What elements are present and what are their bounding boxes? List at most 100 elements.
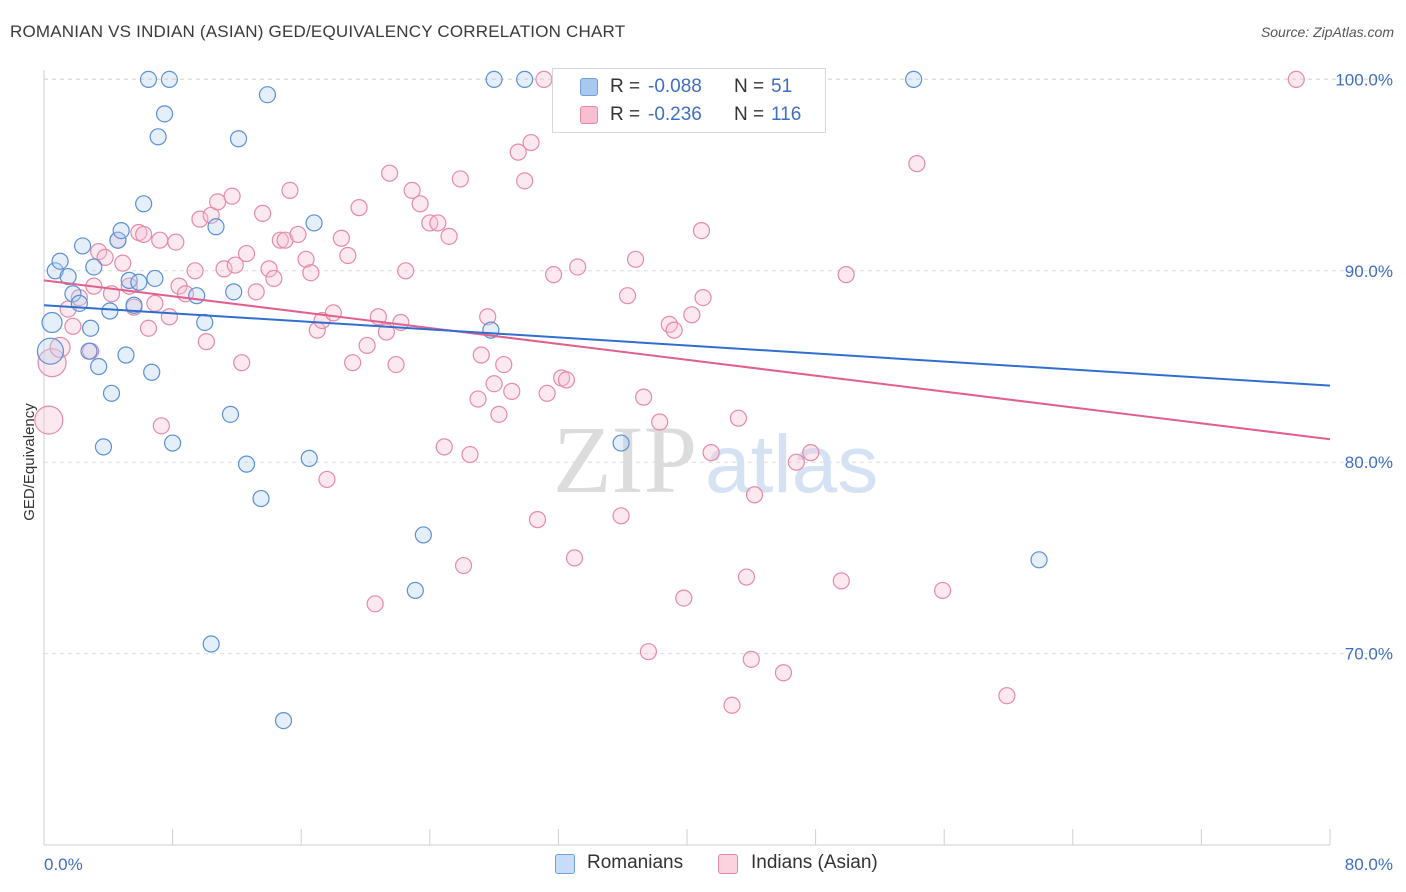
indians-point xyxy=(90,243,108,261)
romanians-point xyxy=(101,302,119,320)
indians-point xyxy=(332,229,350,247)
romanians-point xyxy=(160,70,178,89)
indians-point xyxy=(538,384,556,402)
indians-point xyxy=(832,572,850,590)
y-axis-title: GED/Equivalency xyxy=(21,403,38,521)
legend-row-romanians: R = -0.088 N = 51 xyxy=(553,73,825,101)
indians-point xyxy=(226,256,244,274)
romanians-point xyxy=(905,70,923,89)
indians-point xyxy=(802,444,820,462)
indians-point xyxy=(34,405,64,435)
indians-point xyxy=(281,181,299,200)
indians-point xyxy=(209,193,227,211)
romanians-point xyxy=(64,285,82,303)
indians-point xyxy=(522,133,540,152)
romanians-point xyxy=(109,231,127,249)
indians-point xyxy=(702,444,720,462)
romanians-point xyxy=(196,313,214,332)
source-label: Source: ZipAtlas.com xyxy=(1260,24,1394,40)
indians-point xyxy=(64,317,82,335)
indians-point xyxy=(557,371,576,389)
indians-point xyxy=(167,233,185,251)
romanians-point xyxy=(59,267,77,286)
indians-point xyxy=(694,288,712,307)
indians-point xyxy=(381,164,399,182)
indians-point xyxy=(569,258,587,276)
romanians-point xyxy=(225,283,243,301)
x-tick-label: 80.0% xyxy=(1345,855,1393,874)
indians-point xyxy=(461,445,479,464)
indians-point xyxy=(429,214,447,232)
indians-point xyxy=(665,321,683,339)
romanians-point xyxy=(207,218,225,236)
legend-r-value: -0.236 xyxy=(648,104,702,125)
indians-point xyxy=(469,390,487,408)
indians-point xyxy=(490,405,508,423)
indians-point xyxy=(626,250,645,268)
indians-point xyxy=(618,287,637,305)
indians-point xyxy=(411,195,429,213)
indians-point xyxy=(692,222,711,240)
indians-point xyxy=(729,409,748,427)
romanians-point xyxy=(305,214,323,232)
romanians-point xyxy=(414,526,432,544)
romanians-point xyxy=(125,296,143,314)
watermark: ZIP atlas xyxy=(553,406,878,513)
romanians-point xyxy=(70,294,88,312)
indians-point xyxy=(723,696,741,714)
indians-point xyxy=(774,664,793,682)
indians-point xyxy=(528,511,547,529)
indians-point xyxy=(37,348,67,378)
romanians-point xyxy=(90,357,108,376)
indians-point xyxy=(114,254,132,272)
indians-point xyxy=(151,231,169,249)
indians-point xyxy=(683,306,701,324)
romanians-point xyxy=(155,105,174,123)
indians-point xyxy=(440,227,458,245)
indians-point xyxy=(451,170,469,188)
indians-point xyxy=(495,355,513,374)
romanians-point xyxy=(80,342,98,360)
indians-point xyxy=(358,336,376,355)
indians-point xyxy=(160,308,178,326)
legend-r-label: R = xyxy=(610,76,641,97)
romanians-point xyxy=(485,70,503,89)
indians-point xyxy=(223,187,241,205)
legend-r-value: -0.088 xyxy=(648,76,702,97)
romanians-point xyxy=(149,128,167,146)
indians-point xyxy=(544,266,563,284)
indians-point xyxy=(271,231,289,249)
romanians-point xyxy=(41,311,63,334)
indians-point xyxy=(318,470,336,489)
legend-swatch-indians xyxy=(718,854,738,874)
romanians-point xyxy=(229,130,248,148)
legend-swatch-indians xyxy=(580,106,598,124)
indians-point xyxy=(297,250,315,268)
indians-point xyxy=(612,507,630,525)
trend-line-indians xyxy=(43,279,1331,441)
indians-point xyxy=(247,283,265,301)
romanians-point xyxy=(164,434,182,452)
romanians-point xyxy=(143,363,161,381)
indians-point xyxy=(215,260,233,278)
indians-point xyxy=(634,388,653,406)
indians-point xyxy=(339,246,357,265)
indians-point xyxy=(516,172,534,190)
indians-point xyxy=(509,143,527,161)
indians-point xyxy=(260,260,278,278)
series-indians-points xyxy=(34,70,1305,714)
indians-point xyxy=(535,70,553,89)
romanians-point xyxy=(221,405,240,423)
romanians-point xyxy=(202,635,220,653)
chart-title: ROMANIAN VS INDIAN (ASIAN) GED/EQUIVALEN… xyxy=(10,22,626,41)
indians-point xyxy=(366,595,384,613)
indians-point xyxy=(377,323,395,341)
indians-point xyxy=(837,266,855,284)
romanians-point xyxy=(139,70,158,89)
indians-point xyxy=(454,556,473,575)
indians-point xyxy=(639,643,658,661)
legend-swatch-romanians xyxy=(580,78,598,96)
tick-labels: 70.0% 80.0% 90.0% 100.0% 0.0% 80.0% xyxy=(44,70,1393,874)
watermark-atlas: atlas xyxy=(705,419,878,510)
